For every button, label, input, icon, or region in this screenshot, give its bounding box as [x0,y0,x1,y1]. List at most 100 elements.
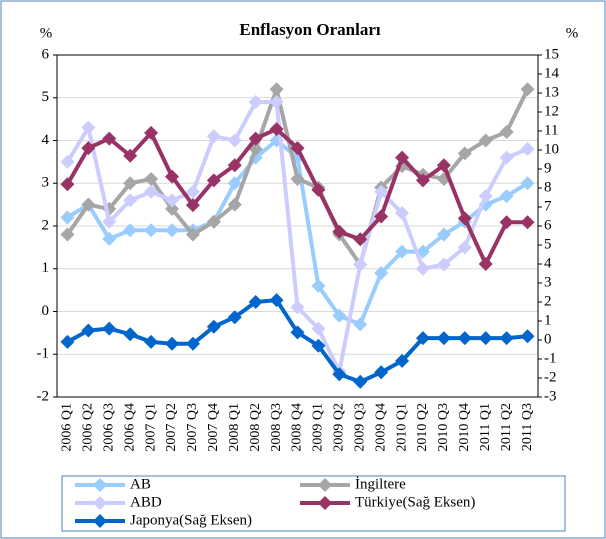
point [269,122,284,137]
y2-tick-label: 12 [544,103,559,119]
point [248,95,263,110]
point [311,182,326,197]
point [123,193,138,208]
y-tick-label: 4 [42,132,50,148]
point [520,176,535,191]
point [520,215,535,230]
point [123,176,138,191]
point [185,198,200,213]
x-tick-label: 2007 Q4 [206,403,221,452]
y-tick-label: 3 [42,175,50,191]
point [374,209,389,224]
y-axis-label: % [40,25,53,41]
point [60,177,75,192]
y-tick-label: 0 [42,303,50,319]
point [499,150,514,165]
chart-title: Enflasyon Oranları [239,20,380,39]
x-tick-label: 2010 Q1 [394,403,409,452]
y2-tick-label: 4 [544,255,552,271]
x-tick-label: 2006 Q2 [81,403,96,452]
point [311,321,326,336]
point [520,329,535,344]
point [144,171,159,186]
legend-marker [93,478,107,492]
y2-tick-label: 10 [544,141,559,157]
point [269,293,284,308]
point [436,257,451,272]
point [436,227,451,242]
point [520,142,535,157]
x-tick-label: 2010 Q4 [457,403,472,452]
point [102,321,117,336]
y2-tick-label: 8 [544,179,552,195]
point [374,266,389,281]
y2-tick-label: 7 [544,198,552,214]
y2-tick-label: 9 [544,160,552,176]
point [81,323,96,338]
x-tick-label: 2008 Q3 [269,403,284,452]
point [353,232,368,247]
y2-tick-label: 3 [544,274,552,290]
x-tick-label: 2010 Q2 [415,403,430,452]
y2-tick-label: 2 [544,293,552,309]
point [60,334,75,349]
point [227,197,242,212]
y2-tick-label: -2 [544,369,557,385]
point [269,95,284,110]
point [395,244,410,259]
legend-marker [93,514,107,528]
point [436,331,451,346]
y-tick-label: 2 [42,217,50,233]
point [144,125,159,140]
point [415,173,430,188]
point [227,310,242,325]
point [478,133,493,148]
point [81,141,96,156]
point [206,319,221,334]
point [102,214,117,229]
point [81,197,96,212]
x-tick-label: 2008 Q4 [290,403,305,452]
point [248,131,263,146]
point [520,82,535,97]
point [353,257,368,272]
point [499,124,514,139]
point [499,215,514,230]
point [290,300,305,315]
point [374,184,389,199]
point [353,317,368,332]
legend-label: Türkiye(Sağ Eksen) [355,494,475,510]
x-tick-label: 2008 Q1 [227,403,242,452]
y-tick-label: 5 [42,89,50,105]
legend-marker [93,496,107,510]
x-tick-label: 2007 Q1 [143,403,158,452]
y-tick-label: -2 [37,388,50,404]
x-tick-label: 2009 Q2 [332,403,347,452]
point [374,365,389,380]
point [478,257,493,271]
y2-tick-label: 14 [544,65,560,81]
point [332,224,347,239]
legend-marker [318,496,332,510]
point [478,331,493,346]
y2-tick-label: -3 [544,388,557,404]
x-tick-label: 2011 Q1 [478,403,493,451]
x-tick-label: 2011 Q2 [499,403,514,451]
point [436,158,451,173]
plot-border [56,54,539,398]
y2-tick-label: 15 [544,46,559,62]
point [457,211,472,226]
point [290,171,305,186]
x-tick-label: 2008 Q2 [248,403,263,452]
x-tick-label: 2009 Q1 [311,403,326,452]
x-tick-label: 2006 Q4 [122,403,137,452]
x-tick-label: 2007 Q2 [164,403,179,452]
point [123,327,138,342]
point [478,189,493,204]
point [102,231,117,246]
legend-label: Japonya(Sağ Eksen) [130,512,252,528]
y-tick-label: 6 [42,46,50,62]
point [290,141,305,156]
